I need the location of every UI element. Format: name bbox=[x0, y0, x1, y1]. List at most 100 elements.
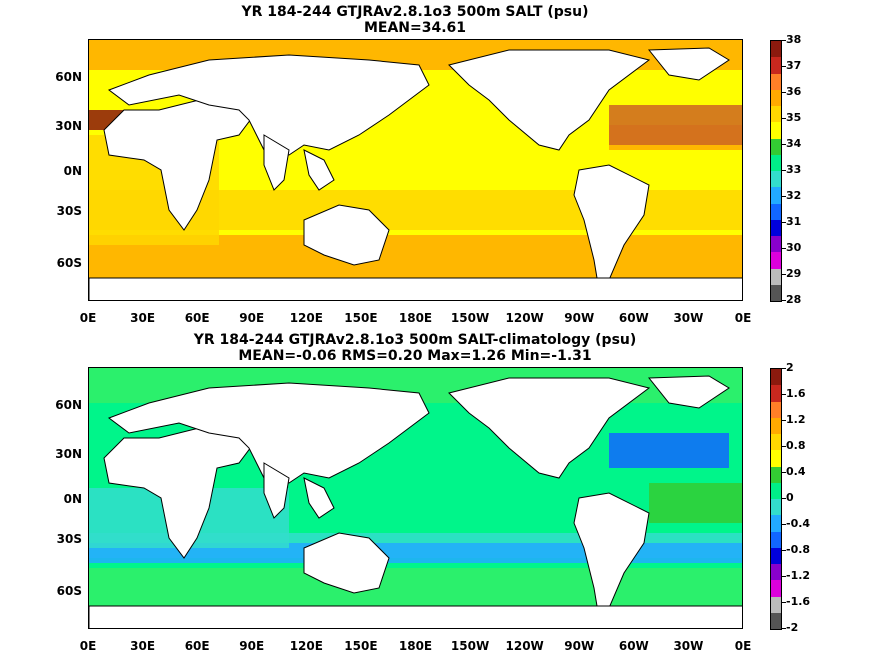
lon-tick-label: 30E bbox=[130, 311, 156, 325]
lat-tick-label: 60S bbox=[56, 256, 82, 270]
colorbar-tick bbox=[781, 66, 786, 67]
colorbar-segment bbox=[771, 499, 781, 516]
colorbar-tick-label: 0 bbox=[786, 491, 794, 504]
lon-tick-label: 150W bbox=[450, 311, 490, 325]
panel2-title-line1: YR 184-244 GTJRAv2.8.1o3 500m SALT-clima… bbox=[193, 332, 637, 348]
lon-tick-label: 90E bbox=[239, 311, 265, 325]
lon-tick-label: 120W bbox=[505, 639, 544, 653]
colorbar-tick-label: 29 bbox=[786, 267, 802, 280]
colorbar-tick bbox=[781, 576, 786, 577]
lon-tick-label: 180E bbox=[398, 311, 433, 325]
lon-tick-label: 0E bbox=[734, 639, 752, 653]
lon-tick-label: 30W bbox=[673, 311, 704, 325]
colorbar-tick-label: 36 bbox=[786, 85, 802, 98]
colorbar-segment bbox=[771, 154, 781, 171]
panel1-title-line2: MEAN=34.61 bbox=[363, 20, 467, 36]
colorbar-segment bbox=[771, 547, 781, 564]
lon-tick-label: 90W bbox=[564, 639, 595, 653]
panel2-title: YR 184-244 GTJRAv2.8.1o3 500m SALT-clima… bbox=[0, 332, 830, 364]
colorbar-tick-label: -1.6 bbox=[786, 595, 811, 608]
colorbar-segment bbox=[771, 515, 781, 532]
colorbar-tick-label: 33 bbox=[786, 163, 802, 176]
colorbar-segment bbox=[771, 252, 781, 269]
colorbar-segment bbox=[771, 122, 781, 139]
colorbar-tick bbox=[781, 248, 786, 249]
colorbar-segment bbox=[771, 187, 781, 204]
contour-band bbox=[609, 105, 742, 145]
colorbar-tick-label: 1.6 bbox=[786, 387, 806, 400]
colorbar-tick-label: -1.2 bbox=[786, 569, 811, 582]
colorbar-segment bbox=[771, 612, 781, 629]
lon-tick-label: 0E bbox=[734, 311, 752, 325]
landmass bbox=[89, 605, 742, 628]
colorbar-segment bbox=[771, 531, 781, 548]
landmass bbox=[103, 422, 255, 559]
lon-tick-label: 0E bbox=[79, 639, 97, 653]
colorbar-segment bbox=[771, 450, 781, 467]
landmass bbox=[647, 375, 730, 409]
landmass bbox=[107, 382, 430, 484]
colorbar-segment bbox=[771, 369, 781, 386]
colorbar-tick-label: -0.8 bbox=[786, 543, 811, 556]
contour-band bbox=[649, 483, 742, 523]
colorbar-tick bbox=[781, 524, 786, 525]
landmass bbox=[448, 377, 651, 479]
colorbar-segment bbox=[771, 219, 781, 236]
lon-tick-label: 150W bbox=[450, 639, 490, 653]
colorbar-segment bbox=[771, 466, 781, 483]
colorbar-segment bbox=[771, 57, 781, 74]
lat-tick-label: 60S bbox=[56, 584, 82, 598]
lon-tick-label: 60W bbox=[618, 639, 649, 653]
colorbar-segment bbox=[771, 596, 781, 613]
colorbar-segment bbox=[771, 417, 781, 434]
lat-tick-label: 30N bbox=[55, 119, 82, 133]
lon-tick-label: 0E bbox=[79, 311, 97, 325]
colorbar-segment bbox=[771, 73, 781, 90]
landmass bbox=[303, 149, 335, 191]
landmass bbox=[647, 47, 730, 81]
contour-band bbox=[89, 568, 742, 606]
colorbar-segment bbox=[771, 268, 781, 285]
colorbar-tick bbox=[781, 472, 786, 473]
colorbar-tick-label: -2 bbox=[786, 621, 799, 634]
colorbar-segment bbox=[771, 564, 781, 581]
colorbar-segment bbox=[771, 89, 781, 106]
colorbar-tick-label: 28 bbox=[786, 293, 802, 306]
lon-tick-label: 60E bbox=[184, 311, 210, 325]
colorbar-segment bbox=[771, 385, 781, 402]
landmass bbox=[263, 462, 290, 519]
colorbar-tick-label: 34 bbox=[786, 137, 802, 150]
lon-tick-label: 120W bbox=[505, 311, 544, 325]
lon-tick-label: 60E bbox=[184, 639, 210, 653]
landmass bbox=[303, 204, 390, 266]
landmass bbox=[448, 49, 651, 151]
colorbar-tick bbox=[781, 196, 786, 197]
lat-tick-label: 30S bbox=[56, 532, 82, 546]
colorbar-tick bbox=[781, 170, 786, 171]
colorbar-tick bbox=[781, 446, 786, 447]
panel1-colorbar bbox=[770, 40, 782, 302]
lon-tick-label: 180E bbox=[398, 639, 433, 653]
lat-tick-label: 0N bbox=[63, 164, 82, 178]
colorbar-segment bbox=[771, 482, 781, 499]
colorbar-tick bbox=[781, 222, 786, 223]
lat-tick-label: 60N bbox=[55, 70, 82, 84]
colorbar-tick bbox=[781, 92, 786, 93]
colorbar-tick bbox=[781, 118, 786, 119]
colorbar-tick bbox=[781, 394, 786, 395]
colorbar-tick bbox=[781, 40, 786, 41]
colorbar-tick bbox=[781, 602, 786, 603]
panel1-title: YR 184-244 GTJRAv2.8.1o3 500m SALT (psu)… bbox=[0, 4, 830, 36]
lon-tick-label: 30W bbox=[673, 639, 704, 653]
colorbar-tick bbox=[781, 144, 786, 145]
lon-tick-label: 150E bbox=[344, 639, 378, 653]
colorbar-tick bbox=[781, 274, 786, 275]
colorbar-segment bbox=[771, 236, 781, 253]
lat-tick-label: 0N bbox=[63, 492, 82, 506]
colorbar-segment bbox=[771, 171, 781, 188]
colorbar-tick-label: 1.2 bbox=[786, 413, 806, 426]
lon-tick-label: 30E bbox=[130, 639, 156, 653]
colorbar-tick-label: 0.4 bbox=[786, 465, 806, 478]
map-canvas bbox=[89, 368, 742, 628]
colorbar-segment bbox=[771, 41, 781, 58]
